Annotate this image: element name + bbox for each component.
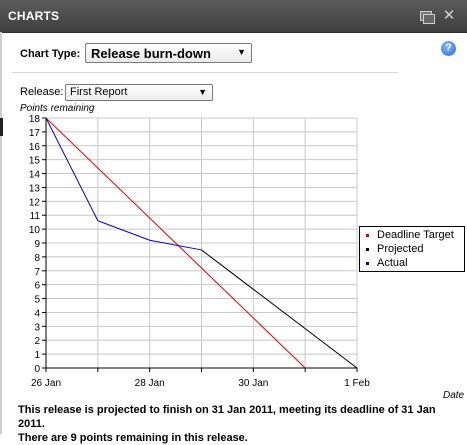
chevron-down-icon: ▼ [237, 47, 246, 57]
y-tick-label: 12 [29, 197, 41, 208]
summary-line-1: This release is projected to finish on 3… [18, 404, 436, 430]
legend-swatch [366, 247, 369, 251]
x-tick-label: 28 Jan [135, 378, 165, 389]
legend-label: Actual [377, 257, 408, 269]
help-icon[interactable]: ? [441, 41, 456, 56]
y-tick-label: 9 [34, 239, 40, 250]
summary-line-2: There are 9 points remaining in this rel… [18, 432, 248, 444]
release-summary: This release is projected to finish on 3… [18, 403, 463, 445]
y-tick-label: 14 [29, 170, 41, 181]
restore-icon[interactable] [418, 8, 435, 24]
y-tick-label: 1 [34, 350, 40, 361]
chart-type-label: Chart Type: [20, 48, 81, 60]
release-label: Release: [20, 86, 64, 98]
y-tick-label: 6 [34, 281, 40, 292]
chevron-down-icon: ▼ [198, 87, 207, 97]
y-tick-label: 11 [30, 211, 41, 222]
legend-label: Projected [377, 243, 424, 255]
chart-type-select[interactable]: Release burn-down ▼ [85, 43, 252, 63]
close-icon[interactable]: ✕ [442, 7, 456, 24]
legend-item-projected: Projected [366, 243, 464, 257]
y-tick-label: 2 [34, 336, 40, 347]
legend-item-deadline-target: Deadline Target [366, 229, 464, 243]
series-line-projected [201, 249, 358, 369]
window-title: CHARTS [8, 9, 60, 23]
y-tick-label: 18 [29, 114, 41, 125]
x-axis-label: Date [443, 390, 465, 401]
y-tick-label: 10 [29, 225, 41, 236]
y-axis-label: Points remaining [20, 103, 95, 114]
series-line-deadline-target [45, 117, 306, 369]
y-tick-label: 17 [29, 128, 41, 139]
title-bar: CHARTS ✕ [0, 0, 467, 33]
legend-swatch [366, 233, 369, 237]
legend-swatch [366, 261, 369, 265]
y-tick-label: 4 [34, 308, 40, 319]
y-tick-label: 7 [34, 267, 40, 278]
left-border [0, 32, 2, 434]
x-tick-label: 30 Jan [238, 378, 268, 389]
legend-label: Deadline Target [377, 229, 454, 241]
y-tick-label: 13 [29, 183, 41, 194]
y-tick-label: 0 [34, 364, 40, 375]
y-tick-label: 16 [29, 142, 41, 153]
legend-item-actual: Actual [366, 257, 464, 271]
release-value: First Report [70, 86, 128, 98]
y-tick-label: 3 [34, 322, 40, 333]
y-tick-label: 5 [34, 295, 40, 306]
release-select[interactable]: First Report ▼ [65, 84, 213, 101]
x-tick-label: 26 Jan [31, 378, 61, 389]
y-tick-label: 15 [29, 156, 41, 167]
chart-legend: Deadline Target Projected Actual [359, 226, 465, 272]
restore-icon-front [423, 14, 435, 24]
divider [12, 72, 398, 73]
chart-type-value: Release burn-down [91, 46, 211, 61]
series-line-actual [45, 117, 202, 251]
x-tick-label: 1 Feb [344, 378, 370, 389]
y-tick-label: 8 [34, 253, 40, 264]
left-edge-handle [0, 118, 3, 136]
